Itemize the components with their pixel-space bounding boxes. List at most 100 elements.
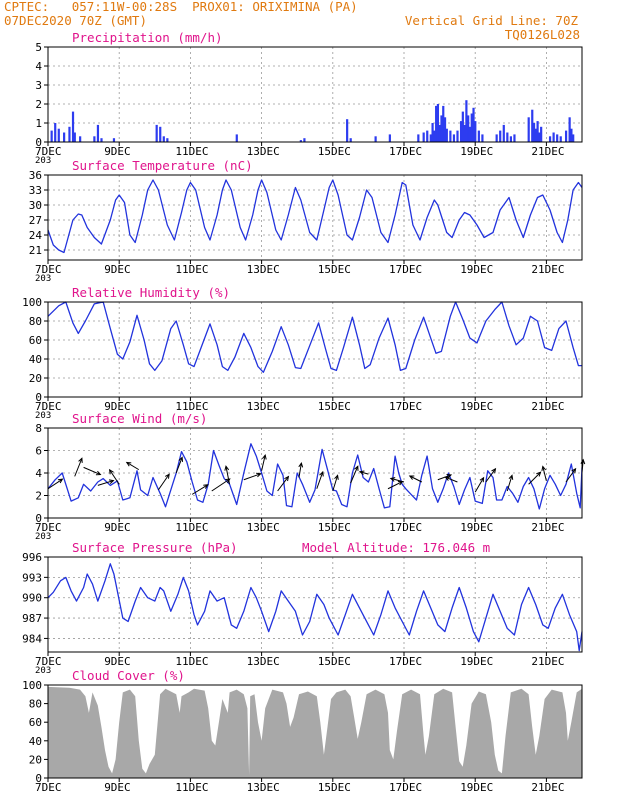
precip-bar — [572, 134, 575, 142]
panel-4 — [44, 427, 586, 522]
x-tick-label: 19DEC — [460, 145, 493, 158]
wind-vector-shaft — [109, 469, 120, 485]
precip-bar — [235, 134, 238, 142]
precip-bar — [568, 117, 571, 142]
wind-vector — [316, 470, 324, 489]
wind-vector — [444, 476, 458, 483]
wind-vector-head — [108, 479, 115, 485]
wind-vector-shaft — [126, 461, 140, 471]
precip-bar — [513, 134, 516, 142]
wind-vector — [243, 472, 262, 481]
y-tick-label: 1 — [35, 117, 42, 130]
wind-vector-shaft — [47, 478, 63, 490]
precip-bar — [534, 128, 537, 142]
precip-bar — [495, 134, 498, 142]
x-tick-label: 21DEC — [531, 521, 564, 534]
x-tick-label: 13DEC — [247, 521, 280, 534]
precip-bar — [452, 134, 456, 142]
x-tick-label: 11DEC — [175, 655, 208, 668]
x-tick-label: 9DEC — [104, 400, 131, 413]
wind-vector-shaft — [387, 481, 403, 490]
y-tick-label: 20 — [29, 372, 42, 385]
x-tick-label: 13DEC — [247, 781, 280, 794]
x-tick-label: 7DEC — [35, 263, 62, 276]
precip-bar — [57, 128, 60, 142]
y-tick-label: 40 — [29, 353, 42, 366]
header-station-line: CPTEC: 057:11W-00:28S PROX01: ORIXIMINA … — [4, 0, 358, 14]
wind-vector-shaft — [225, 466, 231, 485]
panel-frame — [47, 684, 583, 779]
x-tick-label: 17DEC — [389, 263, 422, 276]
wind-vector-head — [479, 476, 485, 483]
wind-vector-head — [541, 465, 547, 471]
wind-vector-shaft — [542, 466, 547, 481]
wind-vector — [261, 454, 267, 471]
precip-bar — [536, 121, 539, 142]
x-cut-label: 203 — [35, 411, 51, 421]
precip-bar — [502, 124, 505, 142]
precip-bar — [374, 136, 377, 142]
wind-vector-shaft — [437, 474, 452, 481]
y-tick-label: 0 — [35, 512, 42, 525]
wind-vector-shaft — [316, 471, 324, 489]
y-tick-label: 6 — [35, 445, 42, 458]
precip-bar — [50, 130, 53, 142]
x-tick-label: 11DEC — [175, 521, 208, 534]
precip-bar — [442, 105, 445, 142]
y-tick-label: 30 — [29, 199, 42, 212]
wind-vector-shaft — [261, 455, 266, 471]
panel-title: Surface Wind (m/s) — [72, 411, 207, 426]
y-tick-label: 27 — [29, 214, 42, 227]
y-tick-label: 984 — [22, 632, 42, 645]
x-tick-label: 9DEC — [104, 655, 131, 668]
wind-vector-shaft — [191, 484, 209, 495]
x-tick-label: 19DEC — [460, 263, 493, 276]
wind-vector — [157, 473, 170, 491]
y-tick-label: 21 — [29, 244, 42, 257]
precip-bar — [499, 130, 502, 142]
precip-bar — [438, 124, 441, 142]
y-tick-label: 996 — [22, 551, 42, 564]
precip-bar — [388, 134, 391, 142]
x-cut-label: 203 — [35, 274, 51, 284]
precip-bar — [155, 124, 158, 142]
precip-bar — [54, 123, 57, 142]
precip-bar — [349, 138, 352, 142]
precip-bar — [299, 140, 302, 142]
y-tick-label: 100 — [22, 679, 42, 692]
x-tick-label: 9DEC — [104, 263, 131, 276]
wind-vector-head — [508, 474, 514, 480]
precip-bar — [509, 136, 512, 142]
wind-vector — [97, 479, 115, 486]
x-tick-label: 9DEC — [104, 781, 131, 794]
x-tick-label: 15DEC — [318, 263, 351, 276]
panel-3 — [44, 301, 583, 401]
wind-vector — [108, 468, 120, 485]
panel-title: Cloud Cover (%) — [72, 668, 185, 683]
series-line — [47, 301, 582, 373]
precip-bar — [166, 138, 169, 142]
precip-bar — [461, 111, 464, 142]
wind-vector — [175, 456, 184, 474]
wind-vector — [565, 467, 577, 483]
precip-bar — [538, 132, 541, 142]
panel-frame — [47, 46, 583, 143]
x-tick-label: 19DEC — [460, 521, 493, 534]
x-tick-label: 7DEC — [35, 655, 62, 668]
wind-vector-head — [178, 456, 184, 462]
x-tick-label: 15DEC — [318, 400, 351, 413]
panel-title: Surface Pressure (hPa) — [72, 540, 238, 555]
wind-vector — [224, 465, 231, 485]
precip-bar — [417, 134, 420, 142]
y-tick-label: 80 — [29, 698, 42, 711]
y-tick-label: 8 — [35, 422, 42, 435]
panel-1 — [44, 46, 583, 146]
x-tick-label: 17DEC — [389, 145, 422, 158]
wind-vector-shaft — [97, 480, 114, 486]
precip-bar — [96, 124, 100, 142]
precip-bar — [346, 119, 349, 142]
wind-vector-head — [261, 454, 267, 460]
wind-vector — [485, 467, 497, 483]
wind-vector-head — [225, 478, 231, 484]
